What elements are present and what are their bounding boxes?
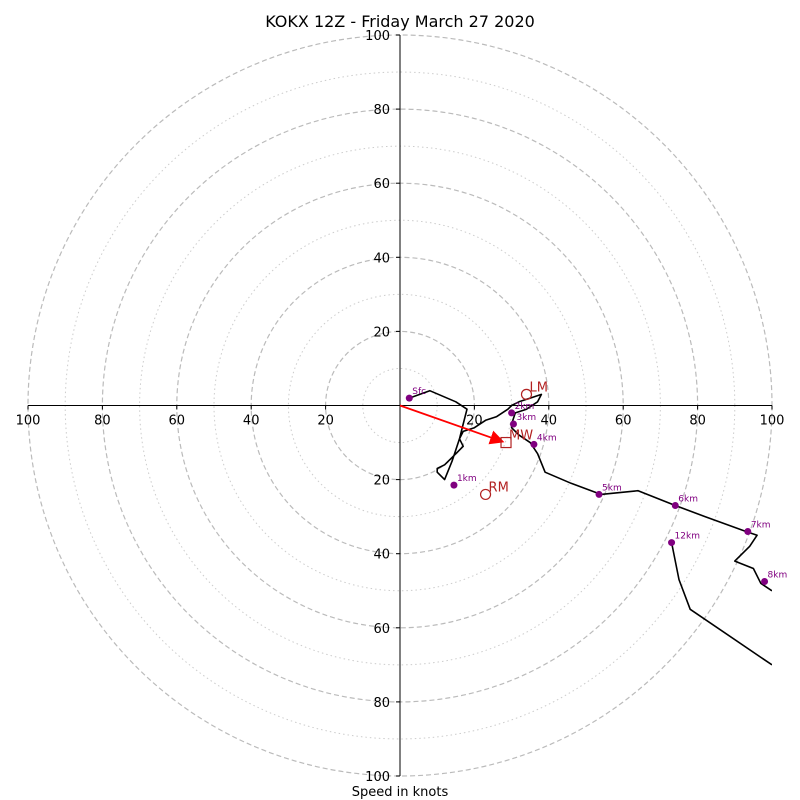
x-tick-label: 100 [16,414,41,429]
mean-wind-vector [399,404,505,445]
y-tick-label: 60 [373,177,390,192]
height-marker [595,490,603,498]
x-tick-label: 40 [243,414,260,429]
height-label: 2km [515,402,535,412]
y-tick-label: 40 [373,548,390,563]
storm-motion-marker [520,388,533,400]
height-marker [450,481,458,489]
height-marker [761,577,769,585]
chart-title: KOKX 12Z - Friday March 27 2020 [265,12,535,31]
height-marker [671,502,679,510]
y-tick-label: 80 [373,103,390,118]
height-label: 4km [537,433,557,443]
height-label: 8km [768,570,788,580]
x-tick-label: 80 [94,414,111,429]
height-label: 5km [602,483,622,493]
height-marker [509,420,517,428]
height-marker [530,440,538,448]
x-tick-label: 60 [615,414,632,429]
x-axis-label: Speed in knots [352,785,449,800]
data-layer [399,388,772,666]
storm-motion-label: RM [489,480,509,495]
axes: 100 80 60 40 20 20 40 60 80 100 100 80 60 40 20 20 40 60 8… [16,29,785,785]
x-tick-label: 20 [466,414,483,429]
hodograph-trace-upper [670,542,772,666]
height-label: Sfc [412,387,426,397]
x-tick-label: 100 [760,414,785,429]
storm-motion-marker [479,488,492,501]
height-marker [744,527,752,535]
height-label: 1km [457,474,477,484]
height-label: 6km [678,495,698,505]
y-tick-label: 100 [365,770,390,785]
y-tick-label: 20 [373,325,390,340]
y-tick-label: 100 [365,29,390,44]
storm-motion-label: LM [529,380,547,395]
x-tick-label: 40 [541,414,558,429]
y-tick-label: 40 [373,251,390,266]
hodograph-trace [409,389,772,592]
height-label: 3km [516,413,536,423]
height-marker [508,409,516,417]
height-label: 12km [675,532,700,542]
y-tick-label: 20 [373,474,390,489]
y-tick-label: 60 [373,622,390,637]
height-label: 7km [751,520,771,530]
x-tick-label: 60 [169,414,186,429]
height-marker [668,539,676,547]
y-tick-label: 80 [373,696,390,711]
storm-motion-marker [500,436,512,449]
storm-motion-label: MW [509,429,533,444]
x-tick-label: 80 [689,414,706,429]
x-tick-label: 20 [317,414,334,429]
height-marker [405,394,413,402]
